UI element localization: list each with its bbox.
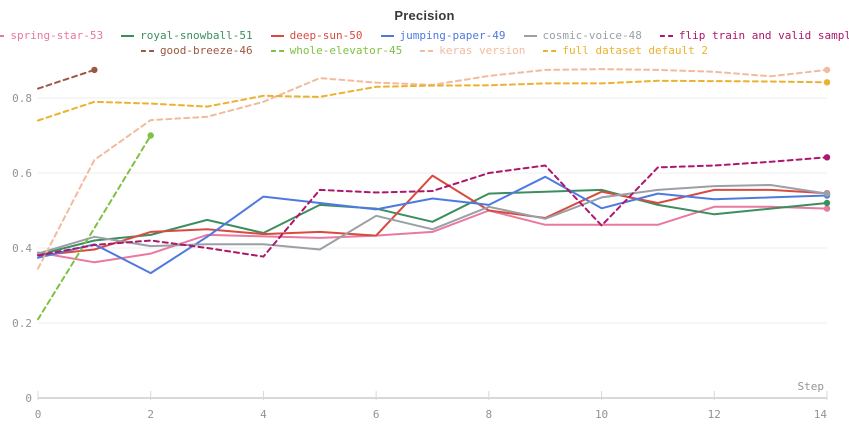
legend-item-spring-star-53[interactable]: spring-star-53	[0, 28, 103, 43]
y-tick-label: 0.6	[12, 167, 32, 180]
series-line-good-breeze-46[interactable]	[37, 68, 96, 90]
x-tick-label: 12	[708, 408, 721, 421]
legend-label: spring-star-53	[10, 29, 104, 42]
x-axis	[37, 391, 828, 400]
legend-label: deep-sun-50	[289, 29, 363, 42]
dashed-line-marker-icon	[270, 49, 284, 52]
x-tick-label: 0	[35, 408, 42, 421]
legend-item-keras-version[interactable]: keras version	[420, 43, 525, 58]
legend-label: cosmic-voice-48	[542, 29, 642, 42]
x-tick-labels: 0 2 4 6 8 10 12 14	[35, 408, 828, 421]
x-tick-label: 8	[486, 408, 493, 421]
x-tick-label: 10	[595, 408, 608, 421]
series-endpoint-good-breeze-46	[91, 66, 98, 74]
series-line-royal-snowball-51[interactable]	[37, 188, 828, 256]
legend-label: flip train and valid sample	[678, 29, 849, 42]
legend-item-full-dataset-default-2[interactable]: full dataset default 2	[543, 43, 708, 58]
legend-label: whole-elevator-45	[289, 44, 403, 57]
series-line-jumping-paper-49[interactable]	[37, 175, 828, 275]
series-line-whole-elevator-45[interactable]	[37, 134, 152, 321]
dashed-line-marker-icon	[140, 49, 154, 52]
chart-legend: spring-star-53 royal-snowball-51 deep-sun-…	[0, 28, 849, 58]
legend-label: good-breeze-46	[159, 44, 253, 57]
legend-row-2: good-breeze-46 whole-elevator-45 keras ver…	[0, 43, 849, 58]
x-tick-label: 2	[147, 408, 154, 421]
legend-item-whole-elevator-45[interactable]: whole-elevator-45	[270, 43, 403, 58]
series-line-deep-sun-50[interactable]	[37, 174, 828, 257]
series-endpoint-keras-version	[823, 66, 831, 74]
gridlines	[38, 97, 827, 324]
series-line-flip-train-and-valid-sample[interactable]	[37, 156, 828, 258]
y-tick-label: 0.4	[12, 242, 32, 255]
x-tick-label: 6	[373, 408, 380, 421]
y-tick-label: 0.8	[12, 92, 32, 105]
solid-line-marker-icon	[380, 34, 394, 37]
series-lines	[37, 66, 831, 321]
series-line-cosmic-voice-48[interactable]	[37, 184, 828, 255]
series-endpoint-full-dataset-default-2	[823, 79, 831, 86]
legend-label: keras version	[439, 44, 526, 57]
series-line-spring-star-53[interactable]	[37, 205, 828, 264]
legend-label: full dataset default 2	[562, 44, 709, 57]
series-line-full-dataset-default-2[interactable]	[37, 79, 828, 122]
solid-line-marker-icon	[121, 34, 135, 37]
solid-line-marker-icon	[523, 34, 537, 37]
dashed-line-marker-icon	[420, 49, 434, 52]
series-line-keras-version[interactable]	[37, 68, 828, 270]
legend-item-deep-sun-50[interactable]: deep-sun-50	[270, 28, 363, 43]
legend-item-cosmic-voice-48[interactable]: cosmic-voice-48	[523, 28, 642, 43]
y-tick-labels: 0 0.2 0.4 0.6 0.8	[12, 92, 32, 405]
dashed-line-marker-icon	[543, 49, 557, 52]
series-endpoint-flip-train-and-valid-sample	[823, 154, 831, 161]
x-axis-label: Step	[798, 380, 825, 393]
legend-label: jumping-paper-49	[399, 29, 506, 42]
y-tick-label: 0.2	[12, 317, 32, 330]
legend-item-good-breeze-46[interactable]: good-breeze-46	[140, 43, 253, 58]
legend-item-royal-snowball-51[interactable]: royal-snowball-51	[121, 28, 253, 43]
legend-row-1: spring-star-53 royal-snowball-51 deep-sun-…	[0, 28, 849, 43]
series-endpoint-cosmic-voice-48	[823, 190, 831, 197]
series-endpoint-whole-elevator-45	[147, 132, 154, 139]
solid-line-marker-icon	[270, 34, 284, 37]
x-tick-label: 4	[260, 408, 267, 421]
series-endpoint-spring-star-53	[823, 205, 831, 212]
legend-item-jumping-paper-49[interactable]: jumping-paper-49	[380, 28, 506, 43]
y-tick-label: 0	[25, 392, 32, 405]
legend-item-flip-train-and-valid-sample[interactable]: flip train and valid sample	[659, 28, 849, 43]
series-endpoint-royal-snowball-51	[823, 199, 831, 207]
chart-title: Precision	[394, 8, 455, 23]
solid-line-marker-icon	[0, 34, 5, 37]
dashed-line-marker-icon	[659, 34, 673, 37]
legend-label: royal-snowball-51	[140, 29, 253, 42]
x-tick-label: 14	[814, 408, 828, 421]
